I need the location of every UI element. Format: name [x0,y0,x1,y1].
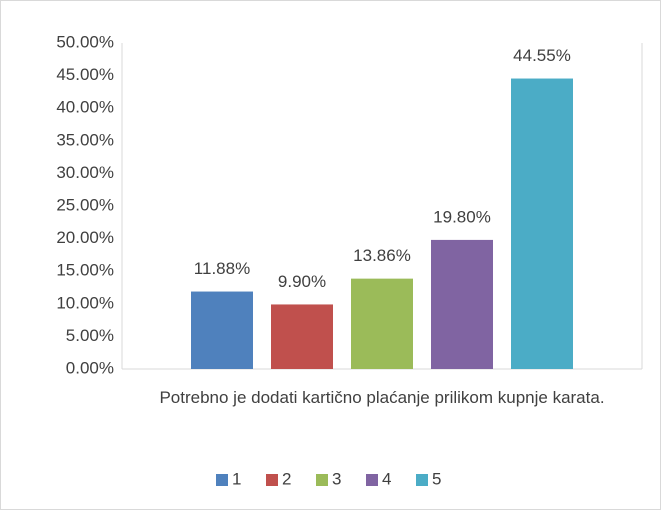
data-label: 9.90% [278,272,326,291]
legend-swatch [266,474,278,486]
legend-label: 1 [232,469,241,488]
legend-swatch [216,474,228,486]
y-tick-label: 20.00% [56,228,114,247]
y-tick-label: 35.00% [56,130,114,149]
legend-label: 5 [432,469,441,488]
y-tick-label: 25.00% [56,195,114,214]
y-tick-label: 40.00% [56,98,114,117]
y-tick-label: 30.00% [56,163,114,182]
y-tick-label: 10.00% [56,293,114,312]
y-tick-label: 50.00% [56,32,114,51]
category-label: Potrebno je dodati kartično plaćanje pri… [159,388,605,407]
legend-swatch [366,474,378,486]
data-label: 13.86% [353,246,411,265]
data-label: 11.88% [194,259,250,278]
y-tick-label: 15.00% [56,261,114,280]
y-tick-label: 45.00% [56,65,114,84]
data-label: 44.55% [513,46,571,65]
data-label: 19.80% [433,207,491,226]
legend-swatch [416,474,428,486]
bar [191,291,253,369]
legend-label: 2 [282,469,291,488]
bar [351,278,413,369]
y-tick-label: 5.00% [66,326,114,345]
bar [271,304,333,369]
legend-label: 3 [332,469,341,488]
bar [431,239,493,369]
legend-label: 4 [382,469,391,488]
bar [511,78,573,369]
y-tick-label: 0.00% [66,358,114,377]
legend-swatch [316,474,328,486]
